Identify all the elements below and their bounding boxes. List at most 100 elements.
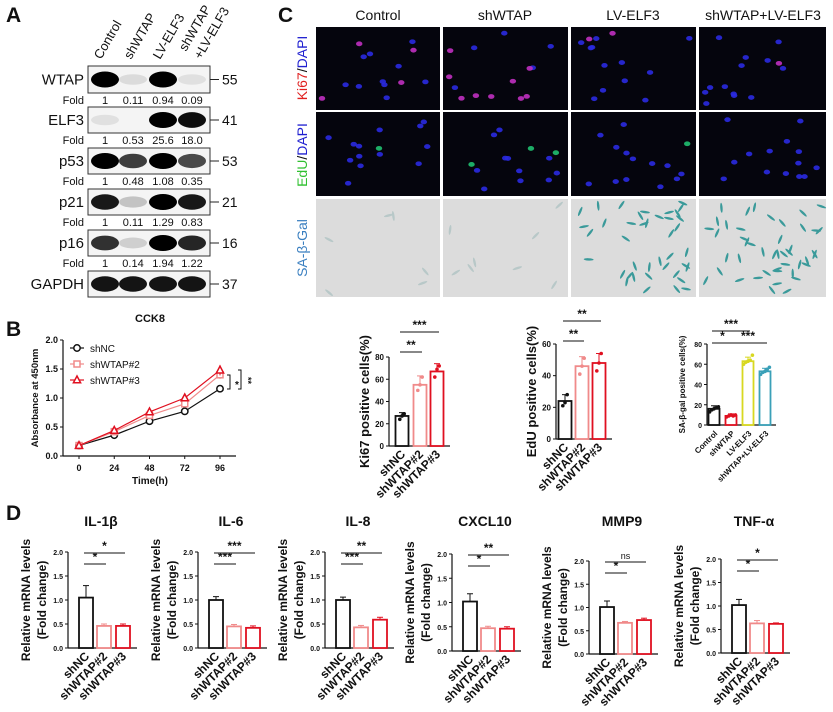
y-tick-label: 1.0 bbox=[574, 606, 584, 613]
fold-value: 1.29 bbox=[152, 217, 173, 229]
cell-nucleus bbox=[748, 95, 755, 100]
stained-cell bbox=[512, 266, 523, 271]
significance-label: ** bbox=[243, 377, 253, 385]
data-point bbox=[215, 364, 225, 374]
row-label-ki67-dapi: Ki67/DAPI bbox=[294, 36, 310, 101]
protein-band bbox=[149, 71, 177, 88]
cell-nucleus bbox=[764, 58, 771, 63]
stained-cell bbox=[772, 282, 783, 286]
significance-label: *** bbox=[412, 318, 426, 332]
protein-band bbox=[119, 196, 147, 208]
bar-shwtap#3 bbox=[372, 618, 388, 649]
y-tick-label: 1.0 bbox=[183, 598, 193, 605]
stained-cell bbox=[586, 228, 594, 237]
charts: CCK8 0.0 0.5 1.0 1.5 2.0 0 24 48 72 96 Time(h) Absor… bbox=[19, 307, 790, 709]
stained-cell bbox=[720, 202, 723, 213]
y-tick-label: 60 bbox=[694, 362, 702, 369]
stained-cell bbox=[642, 286, 651, 294]
cell-nucleus bbox=[724, 117, 731, 123]
fold-label: Fold bbox=[63, 176, 84, 188]
cell-nucleus bbox=[355, 83, 363, 89]
significance-label: ** bbox=[484, 541, 494, 555]
stained-cell bbox=[744, 237, 750, 247]
significance-label: * bbox=[93, 550, 98, 564]
protein-band bbox=[178, 153, 206, 169]
significance-label: *** bbox=[724, 317, 738, 331]
y-tick-label: 0 bbox=[698, 423, 702, 430]
stained-cell bbox=[662, 262, 670, 271]
column-header-shwtap: shWTAP bbox=[478, 7, 532, 23]
protein-band bbox=[149, 112, 177, 128]
stained-cell bbox=[618, 200, 625, 210]
stained-cell bbox=[417, 281, 428, 286]
stained-cell bbox=[451, 269, 461, 276]
y-tick-label: 1.0 bbox=[310, 598, 320, 605]
cell-nucleus bbox=[586, 36, 593, 42]
panel-letter-c: C bbox=[278, 4, 293, 27]
cell-nucleus bbox=[642, 97, 649, 103]
bar-lv-elf3 bbox=[741, 360, 755, 426]
bar-shwtap#2 bbox=[574, 365, 590, 440]
row-label-sa-beta-gal: SA-β-Gal bbox=[294, 219, 310, 277]
fold-value: 0.11 bbox=[123, 217, 144, 229]
kda-label: 21 bbox=[222, 194, 238, 210]
x-axis-label: Time(h) bbox=[132, 476, 168, 487]
stained-cell bbox=[791, 276, 801, 281]
cell-nucleus bbox=[797, 118, 804, 124]
stained-cell bbox=[703, 276, 709, 286]
significance-label: * bbox=[755, 546, 760, 560]
data-point bbox=[561, 403, 565, 408]
protein-band bbox=[91, 276, 119, 292]
stained-cell bbox=[673, 285, 681, 293]
image-background bbox=[571, 199, 696, 297]
stained-cell bbox=[685, 262, 690, 272]
data-point bbox=[402, 411, 407, 416]
cell-nucleus bbox=[410, 47, 417, 53]
column-header-control: Control bbox=[355, 7, 400, 23]
cell-nucleus bbox=[686, 35, 693, 41]
stained-cell bbox=[681, 287, 691, 291]
cell-nucleus bbox=[496, 127, 503, 133]
y-tick-label: 0 bbox=[380, 442, 385, 451]
data-point bbox=[580, 364, 584, 368]
cell-nucleus bbox=[344, 180, 352, 186]
cell-nucleus bbox=[553, 170, 561, 176]
image-background bbox=[571, 27, 696, 110]
y-tick-label: 2.0 bbox=[310, 550, 320, 557]
stained-cell bbox=[644, 272, 653, 280]
significance-label: * bbox=[614, 559, 619, 573]
stained-cell bbox=[772, 250, 777, 260]
fold-value: 1 bbox=[102, 176, 108, 188]
cell-nucleus bbox=[730, 93, 738, 98]
y-tick-label: 0 bbox=[547, 435, 552, 444]
y-tick-label: 40 bbox=[694, 383, 702, 390]
ki67-label: Ki67 bbox=[294, 72, 310, 100]
y-axis-label: (Fold change) bbox=[556, 568, 570, 647]
cell-nucleus bbox=[623, 177, 630, 182]
cell-nucleus bbox=[618, 60, 626, 65]
cell-nucleus bbox=[355, 143, 363, 149]
stained-cell bbox=[654, 214, 664, 220]
stained-cell bbox=[704, 227, 715, 231]
slash: / bbox=[294, 156, 310, 160]
blot-row-wtap: WTAP 55 Fold 1 0.11 0.94 0.09 bbox=[42, 65, 238, 107]
y-tick-label: 20 bbox=[375, 420, 384, 429]
data-point bbox=[433, 375, 437, 379]
blot-row-p16: p16 16 Fold 1 0.14 1.94 1.22 bbox=[59, 229, 238, 270]
protein-band bbox=[91, 153, 119, 169]
cell-nucleus bbox=[782, 171, 790, 176]
x-tick-label: 0 bbox=[76, 463, 81, 473]
cell-nucleus bbox=[783, 138, 791, 144]
chart-title: TNF-α bbox=[734, 513, 775, 529]
stained-cell bbox=[664, 216, 674, 220]
stained-cell bbox=[555, 201, 563, 209]
data-point bbox=[595, 369, 599, 373]
bar-shwtap#3 bbox=[591, 362, 607, 440]
protein-band bbox=[119, 153, 147, 169]
bar-shnc bbox=[557, 400, 573, 440]
protein-band bbox=[119, 237, 147, 249]
cell-nucleus bbox=[720, 176, 727, 182]
cell-nucleus bbox=[409, 39, 416, 45]
cell-nucleus bbox=[613, 144, 620, 150]
fold-value: 0.14 bbox=[122, 258, 143, 270]
